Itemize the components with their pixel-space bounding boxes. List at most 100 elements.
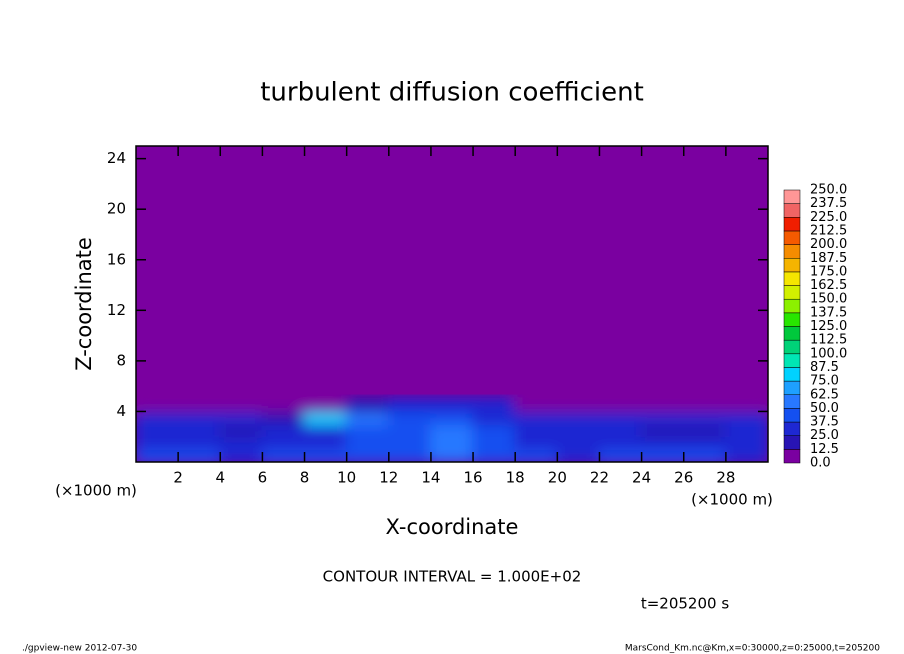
colorbar-label: 125.0 <box>810 319 847 334</box>
colorbar-label: 37.5 <box>810 415 839 430</box>
colorbar-label: 250.0 <box>810 183 847 198</box>
field-cell <box>219 435 264 451</box>
field-cell <box>598 435 643 451</box>
field-cell <box>136 397 180 413</box>
axes: 2 4 6 8 10 12 14 16 18 20 22 24 26 2848121620240.012.… <box>107 146 847 487</box>
colorbar-box <box>783 339 801 355</box>
x-tick-label: 6 <box>258 469 268 487</box>
field-cell <box>387 435 432 451</box>
colorbar-label: 100.0 <box>810 346 847 361</box>
field-cell <box>598 423 643 438</box>
colorbar-box <box>783 312 801 327</box>
field-cell <box>598 448 643 462</box>
field-cell <box>556 423 601 438</box>
field-cell <box>514 435 559 451</box>
colorbar-label: 0.0 <box>810 456 831 471</box>
colorbar-box <box>783 353 801 368</box>
field-cell <box>345 410 390 426</box>
field-cell <box>514 410 559 426</box>
field-cell <box>682 397 727 413</box>
colorbar-label: 212.5 <box>810 223 847 238</box>
x-tick-label: 2 <box>173 469 183 487</box>
field-cell <box>177 410 222 426</box>
colorbar-label: 187.5 <box>810 251 847 266</box>
field-cell <box>387 448 432 462</box>
field-cell <box>387 397 432 413</box>
colorbar-label: 175.0 <box>810 264 847 279</box>
field-cell <box>177 423 222 438</box>
colorbar-box <box>783 244 801 259</box>
x-axis-label: X-coordinate <box>386 515 519 539</box>
colorbar-label: 225.0 <box>810 210 847 225</box>
x-tick-label: 4 <box>215 469 225 487</box>
x-tick-label: 20 <box>548 469 567 487</box>
colorbar-box <box>783 367 801 382</box>
field-cell <box>640 435 685 451</box>
chart-title: turbulent diffusion coefficient <box>260 78 644 108</box>
field-cell <box>303 397 348 413</box>
colorbar-label: 50.0 <box>810 401 839 416</box>
field-cell <box>724 435 768 451</box>
field-cell <box>724 397 768 413</box>
colorbar-box <box>783 217 801 232</box>
field-cell <box>429 423 475 438</box>
field-cell <box>136 423 180 438</box>
colorbar-box <box>783 203 801 218</box>
colorbar-label: 162.5 <box>810 278 847 293</box>
field-cell <box>429 448 475 462</box>
field-cell <box>219 397 264 413</box>
colorbar-box <box>783 380 801 396</box>
field-cell <box>556 410 601 426</box>
field-cell <box>598 397 643 413</box>
y-tick-label: 20 <box>107 200 126 218</box>
field-cell <box>640 397 685 413</box>
footer-right: MarsCond_Km.nc@Km,x=0:30000,z=0:25000,t=… <box>625 644 880 654</box>
field-cell <box>682 435 727 451</box>
field-cell <box>261 435 306 451</box>
field-cell <box>136 448 180 462</box>
y-tick-label: 8 <box>116 351 126 369</box>
field-cell <box>682 423 727 438</box>
time-label: t=205200 s <box>641 595 729 613</box>
colorbar-box <box>783 271 801 286</box>
plot-frame <box>135 145 769 463</box>
field-cell <box>387 423 432 438</box>
x-unit-label: (×1000 m) <box>55 482 137 500</box>
x-tick-label: 26 <box>674 469 693 487</box>
field-cell <box>472 397 517 413</box>
colorbar-label: 12.5 <box>810 442 839 457</box>
field-cell <box>261 410 306 426</box>
colorbar-label: 150.0 <box>810 292 847 307</box>
x-tick-label: 22 <box>590 469 609 487</box>
x-tick-label: 16 <box>464 469 483 487</box>
y-tick-label: 16 <box>107 250 126 268</box>
field-cell <box>556 435 601 451</box>
field-cell <box>303 423 348 438</box>
colorbar-box <box>783 408 801 423</box>
footer-left: ./gpview-new 2012-07-30 <box>22 644 137 654</box>
field-cell <box>472 448 517 462</box>
field-cell <box>429 410 475 426</box>
y-unit-label: (×1000 m) <box>691 491 773 509</box>
field-cell <box>303 435 348 451</box>
x-tick-label: 10 <box>337 469 356 487</box>
field-cell <box>219 410 264 426</box>
field-cell <box>724 410 768 426</box>
field-cell <box>429 435 475 451</box>
field-cell <box>136 435 180 451</box>
field-cell <box>303 410 348 426</box>
field-cell <box>724 448 768 462</box>
field-cell <box>177 435 222 451</box>
field-cell <box>514 448 559 462</box>
field-cell <box>472 410 517 426</box>
field-cell <box>261 423 306 438</box>
field-cell <box>640 448 685 462</box>
field-cell <box>345 397 390 413</box>
field-cell <box>682 410 727 426</box>
colorbar-box <box>783 189 801 204</box>
colorbar-box <box>783 449 801 464</box>
y-tick-label: 4 <box>116 402 126 420</box>
field-cell <box>219 423 264 438</box>
